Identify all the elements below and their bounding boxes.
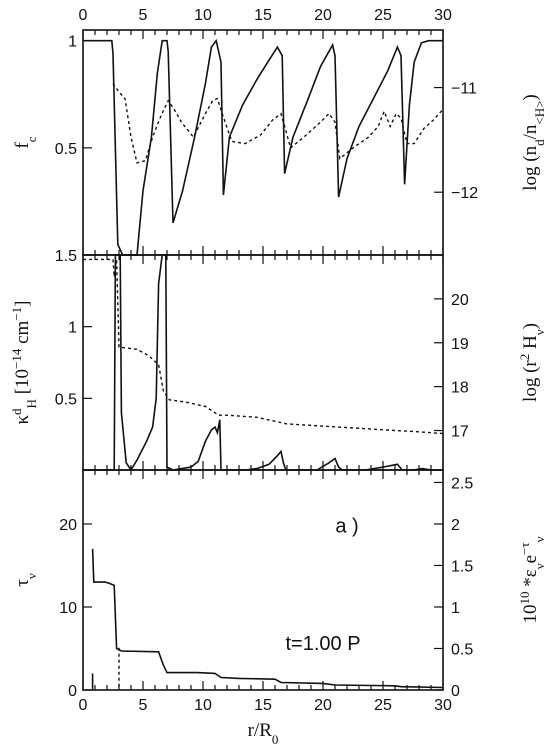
panel-top-ylabel-right: log (nd/n<H>) (520, 94, 547, 191)
x-tick-label-top: 10 (194, 7, 212, 24)
annotation: t=1.00 P (285, 633, 360, 655)
y-tick-label-left: 0 (68, 683, 77, 700)
panel-top-series-0 (83, 38, 443, 256)
y-tick-label-right: 20 (451, 292, 469, 309)
y-tick-label-left: 20 (59, 517, 77, 534)
panel-top-ylabel-left: fc (12, 136, 39, 148)
y-tick-label-right: 0 (451, 683, 460, 700)
panel-bottom-ylabel-right: 1010 *ενe−τν (517, 536, 547, 623)
y-tick-label-right: 1 (451, 600, 460, 617)
y-tick-label-right: 17 (451, 424, 469, 441)
x-tick-label: 30 (434, 697, 452, 714)
x-tick-label-top: 30 (434, 7, 452, 24)
panel-middle-ylabel-left: κdH [10−14 cm−1] (9, 300, 39, 424)
panel-bottom-ylabel-left: τν (12, 573, 39, 587)
x-tick-label-top: 0 (79, 7, 88, 24)
y-tick-label-left: 0.5 (55, 391, 77, 408)
x-tick-label: 0 (79, 697, 88, 714)
y-tick-label-right: −12 (451, 185, 478, 202)
panel-bottom-frame (82, 469, 444, 691)
panel-middle-frame (82, 254, 444, 471)
panel-middle-series-0 (83, 254, 443, 472)
panel-middle-series-1 (83, 258, 444, 435)
x-axis-title: r/R0 (248, 720, 279, 747)
y-tick-label-right: −11 (451, 81, 477, 98)
y-tick-label-left: 1 (68, 34, 77, 51)
y-tick-label-right: 2.5 (451, 475, 473, 492)
x-tick-label: 25 (374, 697, 392, 714)
panel-top-frame (82, 29, 444, 256)
y-tick-label-right: 19 (451, 336, 469, 353)
panel-middle-ylabel-right: log (r2 Hν) (517, 323, 547, 402)
y-tick-label-left: 1.5 (55, 248, 77, 265)
x-tick-label-top: 20 (314, 7, 332, 24)
x-tick-label: 20 (314, 697, 332, 714)
y-tick-label-left: 10 (59, 600, 77, 617)
x-tick-label: 10 (194, 697, 212, 714)
annotation: a ) (335, 515, 358, 537)
panel-bottom-series-0 (91, 548, 444, 689)
y-tick-label-right: 1.5 (451, 558, 473, 575)
x-tick-label-top: 15 (254, 7, 272, 24)
y-tick-label-right: 2 (451, 517, 460, 534)
y-tick-label-right: 18 (451, 380, 469, 397)
y-tick-label-left: 0.5 (55, 141, 77, 158)
x-tick-label-top: 5 (139, 7, 148, 24)
y-tick-label-right: 0.5 (451, 641, 473, 658)
y-tick-label-left: 1 (68, 320, 77, 337)
panel-top-series-1 (112, 83, 444, 164)
x-tick-label-top: 25 (374, 7, 392, 24)
x-tick-label: 5 (139, 697, 148, 714)
x-tick-label: 15 (254, 697, 272, 714)
